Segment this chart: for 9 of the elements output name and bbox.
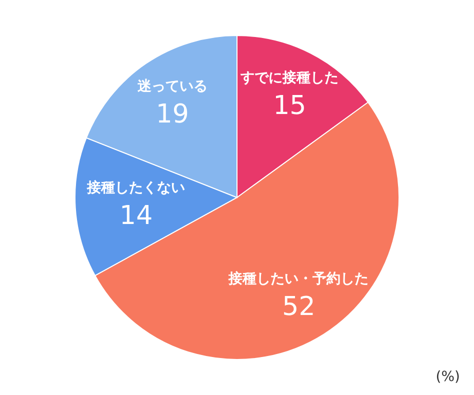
data-label: 14 — [120, 200, 153, 231]
slice-label: 迷っている — [136, 78, 208, 94]
slice-label: 接種したくない — [86, 178, 186, 196]
data-label: 52 — [282, 292, 316, 322]
text: (%) — [436, 369, 460, 385]
slice-label: 接種したい・予約した — [228, 270, 369, 287]
data-label: 19 — [156, 99, 189, 130]
data-label: 15 — [273, 91, 306, 122]
slice-label: すでに接種した — [240, 69, 339, 86]
